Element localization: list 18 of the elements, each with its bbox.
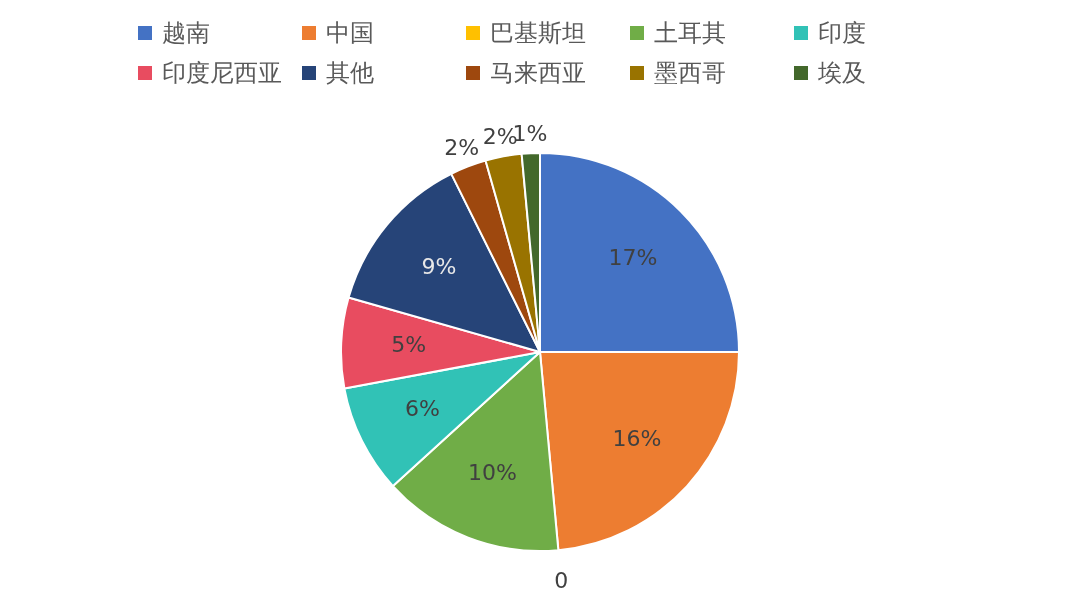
- legend-label: 巴基斯坦: [490, 18, 586, 49]
- legend-label: 墨西哥: [654, 58, 726, 89]
- data-label: 17%: [608, 244, 658, 270]
- legend-label: 埃及: [818, 58, 866, 89]
- legend-label: 印度: [818, 18, 866, 49]
- legend-label: 土耳其: [654, 18, 726, 49]
- legend-label: 其他: [326, 58, 374, 89]
- data-label: 5%: [391, 331, 427, 357]
- legend-label: 越南: [162, 18, 210, 49]
- data-label: 6%: [404, 396, 440, 422]
- legend-label: 马来西亚: [490, 58, 586, 89]
- data-label: 10%: [468, 460, 518, 486]
- data-label: 16%: [612, 426, 662, 452]
- data-label: 2%: [444, 135, 480, 161]
- text: 0: [554, 567, 569, 593]
- data-label: 9%: [421, 253, 457, 279]
- legend-label: 印度尼西亚: [162, 58, 282, 89]
- legend-label: 中国: [326, 18, 374, 49]
